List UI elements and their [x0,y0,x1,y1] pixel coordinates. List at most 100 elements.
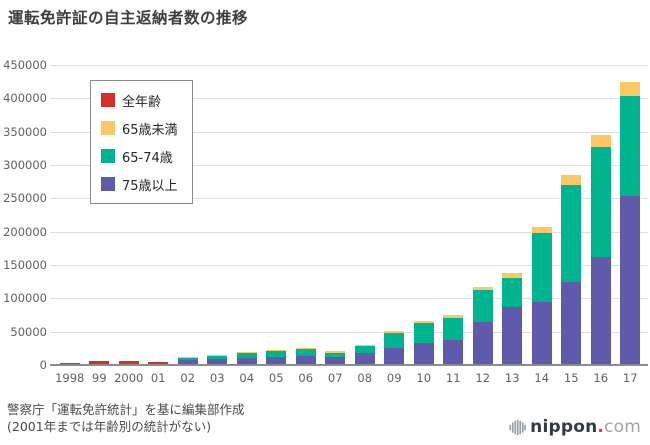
bar-segment [266,349,287,351]
bar-segment [236,352,257,353]
logo-dot: . [597,417,605,437]
x-axis-tick-label: 11 [445,371,461,385]
bar-segment [177,358,198,361]
legend-swatch [101,93,115,107]
legend-item: 75歳以上 [101,174,184,194]
gridline [50,165,648,166]
bar-segment [207,355,228,356]
bar-segment [295,349,316,356]
x-axis-baseline [50,364,648,366]
bar-segment [384,330,405,333]
bar-segment [177,360,198,365]
x-axis-tick-label: 01 [150,371,166,385]
x-axis-tick-label: 12 [475,371,491,385]
bar-segment [443,315,464,318]
gridline [50,65,648,66]
gridline [50,98,648,100]
legend-swatch [101,177,115,191]
bar-segment [531,227,552,233]
x-axis-tick-label: 13 [504,371,520,385]
gridline [50,298,648,300]
legend-swatch [101,121,115,135]
x-axis-tick-label: 04 [239,371,255,385]
bar-segment [177,357,198,358]
gridline [50,265,648,266]
bar-segment [295,356,316,365]
legend-item: 65歳未満 [101,118,184,138]
legend-box: 全年齢 65歳未満 65-74歳 75歳以上 [90,80,193,204]
gridline [50,198,648,200]
bar-segment [354,352,375,365]
x-axis-tick-label: 1998 [55,371,85,385]
x-axis-tick-label: 02 [180,371,196,385]
bar-segment [443,317,464,340]
bar-segment [531,232,552,302]
bar-segment [325,352,346,358]
bar-segment [531,301,552,365]
bar-segment [590,256,611,365]
bar-segment [502,307,523,365]
bar-segment [384,347,405,365]
bar-segment [413,323,434,343]
y-axis-tick-label: 450000 [3,58,47,72]
bar-segment [207,356,228,360]
bar-segment [325,357,346,365]
legend-item-label: 75歳以上 [122,178,178,194]
legend-item: 65-74歳 [101,146,184,166]
bar-segment [266,351,287,357]
x-axis-tick-label: 07 [327,371,343,385]
gridline [50,331,648,333]
bar-segment [502,273,523,279]
bar-segment [590,134,611,147]
bar-segment [325,351,346,353]
note-line: (2001年までは年齢別の統計がない) [7,419,212,434]
bar-segment [207,359,228,365]
bar-segment [443,340,464,365]
x-axis-tick-label: 03 [209,371,225,385]
bar-segment [236,353,257,358]
x-axis-tick-label: 08 [357,371,373,385]
x-axis-tick-label: 09 [386,371,402,385]
x-axis-tick-label: 15 [563,371,579,385]
bar-segment [413,343,434,365]
logo-brand-text: nippon [530,417,598,437]
bar-segment [413,321,434,323]
x-axis-tick-label: 16 [593,371,609,385]
bar-segment [590,146,611,257]
x-axis-tick-label: 05 [268,371,284,385]
x-axis-tick-label: 06 [298,371,314,385]
y-axis-tick-label: 50000 [10,324,47,339]
bar-segment [561,174,582,186]
y-axis-tick-label: 150000 [3,258,47,272]
bar-segment [620,195,641,365]
x-axis-tick-label: 14 [534,371,550,385]
bar-segment [620,95,641,196]
y-axis-tick-label: 200000 [3,224,47,239]
nippon-globe-icon [509,419,526,435]
bar-segment [118,361,139,365]
y-axis-tick-label: 100000 [3,291,47,306]
y-axis-tick-label: 400000 [3,91,47,106]
bar-segment [472,286,493,291]
x-axis-tick-label: 2000 [114,371,144,385]
bar-segment [266,356,287,365]
nippon-logo: nippon.com [509,417,641,437]
bar-segment [354,346,375,353]
y-axis-tick-label: 300000 [3,158,47,172]
bar-segment [295,347,316,350]
bar-segment [561,282,582,365]
bar-segment [561,185,582,283]
bar-segment [472,322,493,365]
bar-segment [502,278,523,307]
source-line: 警察庁「運転免許統計」を基に編集部作成 [7,402,245,417]
bar-segment [89,361,110,365]
bar-segment [354,345,375,347]
source-note: 警察庁「運転免許統計」を基に編集部作成 (2001年までは年齢別の統計がない) [7,401,245,435]
legend-item-label: 65歳未満 [122,122,178,138]
legend-swatch [101,149,115,163]
x-axis-tick-label: 17 [622,371,638,385]
bar-segment [148,362,169,365]
chart-title: 運転免許証の自主返納者数の推移 [8,9,249,27]
